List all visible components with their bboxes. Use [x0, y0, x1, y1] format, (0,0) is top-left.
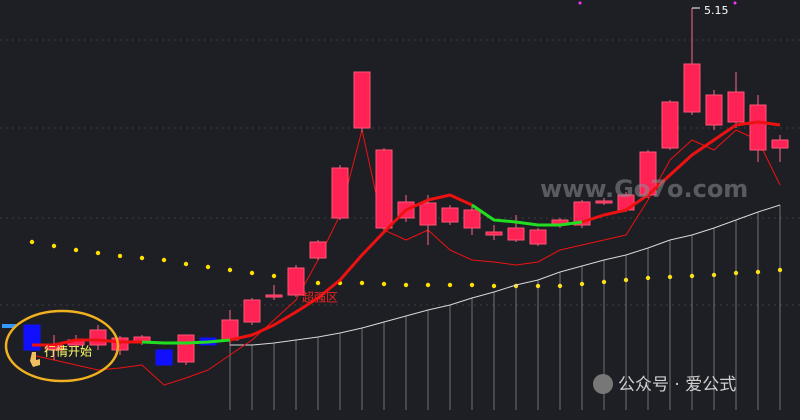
highlight-ellipse — [4, 309, 120, 383]
candle-body — [683, 63, 701, 113]
cursor-icon — [30, 352, 40, 367]
plot — [23, 8, 789, 410]
indicator-dot — [183, 261, 189, 267]
candle-body — [705, 94, 723, 126]
indicator-dot — [645, 275, 651, 281]
candle-body — [89, 329, 107, 346]
marker — [578, 1, 582, 5]
indicator-dot — [711, 272, 717, 278]
candle-body — [661, 101, 679, 149]
candle-body — [177, 334, 195, 363]
annotation: 超强区 — [302, 290, 338, 305]
candle-body — [727, 91, 745, 123]
candle-body — [485, 231, 503, 236]
candle-body — [243, 299, 261, 323]
candle-body — [221, 319, 239, 341]
indicator-line — [230, 204, 781, 346]
indicator-dot — [139, 255, 145, 261]
watermark: 公众号 · 爱公式 — [618, 375, 736, 395]
candle-body — [749, 104, 767, 151]
indicator-dot — [623, 277, 629, 283]
candle-body — [507, 227, 525, 241]
indicator-dot — [535, 283, 541, 289]
candle-body — [155, 349, 173, 366]
candle-body — [419, 202, 437, 226]
indicator-dot — [227, 267, 233, 273]
candle-body — [463, 209, 481, 229]
indicator-dot — [95, 250, 101, 256]
indicator-dot — [491, 283, 497, 289]
candle-body — [441, 207, 459, 223]
candle-body — [287, 267, 305, 296]
annotation: 行情开始 — [44, 345, 92, 359]
candle-body — [771, 139, 789, 149]
marker — [733, 1, 737, 5]
wechat-icon — [593, 374, 613, 394]
indicator-dot — [271, 273, 277, 279]
candle-body — [331, 167, 349, 219]
indicator-dot — [557, 283, 563, 289]
indicator-dot — [689, 273, 695, 279]
indicator-dot — [601, 279, 607, 285]
indicator-dot — [29, 239, 35, 245]
indicator-line — [141, 203, 583, 345]
indicator-dot — [73, 247, 79, 253]
candle-body — [265, 294, 283, 298]
indicator-dot — [51, 243, 57, 249]
marker — [2, 324, 16, 328]
indicator-dot — [733, 270, 739, 276]
indicator-dot — [161, 257, 167, 263]
indicator-dot — [381, 281, 387, 287]
candle-body — [375, 149, 393, 229]
indicator-dot — [667, 274, 673, 280]
candle-body — [309, 241, 327, 259]
indicator-line — [32, 120, 781, 347]
indicator-dot — [117, 253, 123, 259]
indicator-dot — [447, 282, 453, 288]
peak-label: 5.15 — [704, 4, 729, 17]
indicator-dot — [777, 267, 783, 273]
indicator-dot — [755, 269, 761, 275]
candle-body — [595, 200, 613, 204]
indicator-dot — [403, 282, 409, 288]
candle-body — [111, 337, 129, 351]
candle-body — [529, 229, 547, 245]
indicator-dot — [425, 282, 431, 288]
indicator-dot — [579, 281, 585, 287]
indicator-dot — [315, 280, 321, 286]
indicator-dot — [249, 270, 255, 276]
indicator-dot — [359, 280, 365, 286]
watermark: www.Go7o.com — [540, 175, 748, 203]
indicator-dot — [469, 282, 475, 288]
indicator-dot — [205, 264, 211, 270]
candle-body — [353, 71, 371, 129]
